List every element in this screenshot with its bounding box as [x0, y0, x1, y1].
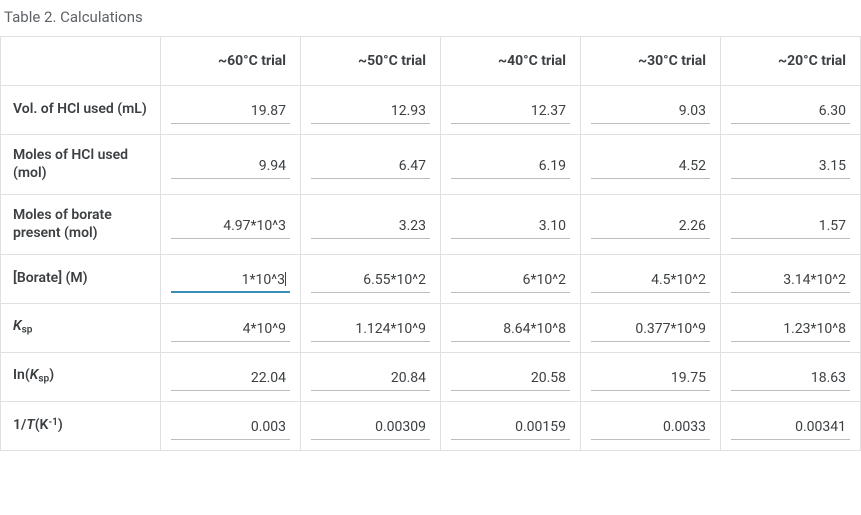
value-input[interactable]: 0.00341 [731, 418, 850, 440]
value-input[interactable]: 6*10^2 [451, 271, 570, 293]
value-cell[interactable]: 3.14*10^2 [721, 255, 861, 304]
value-input[interactable]: 19.75 [591, 369, 710, 391]
value-input[interactable]: 4.97*10^3 [171, 217, 290, 239]
value-cell[interactable]: 0.00309 [301, 402, 441, 451]
value-cell[interactable]: 1.23*10^8 [721, 304, 861, 353]
column-header: ~50°C trial [301, 37, 441, 86]
value-cell[interactable]: 1.124*10^9 [301, 304, 441, 353]
value-input[interactable]: 8.64*10^8 [451, 320, 570, 342]
table-row: In(Ksp) 22.04 20.84 20.58 19.75 18.63 [1, 353, 861, 402]
table-row: Moles of borate present (mol) 4.97*10^3 3.… [1, 195, 861, 255]
value-cell[interactable]: 3.15 [721, 135, 861, 195]
value-input[interactable]: 18.63 [731, 369, 850, 391]
value-input[interactable]: 4.52 [591, 157, 710, 179]
row-header: 1/T(K-1) [1, 402, 161, 451]
value-cell[interactable]: 9.03 [581, 86, 721, 135]
value-cell[interactable]: 19.75 [581, 353, 721, 402]
value-input[interactable]: 2.26 [591, 217, 710, 239]
value-cell[interactable]: 4.52 [581, 135, 721, 195]
table-title: Table 2. Calculations [0, 0, 861, 36]
table-row: 1/T(K-1) 0.003 0.00309 0.00159 0.0033 0.00341 [1, 402, 861, 451]
calculations-table: ~60°C trial ~50°C trial ~40°C trial ~30°… [0, 36, 861, 451]
value-input[interactable]: 0.377*10^9 [591, 320, 710, 342]
value-input[interactable]: 1.23*10^8 [731, 320, 850, 342]
value-input[interactable]: 1.124*10^9 [311, 320, 430, 342]
value-cell[interactable]: 0.003 [161, 402, 301, 451]
header-corner [1, 37, 161, 86]
value-cell[interactable]: 0.00341 [721, 402, 861, 451]
value-input[interactable]: 12.93 [311, 102, 430, 124]
value-cell[interactable]: 1.57 [721, 195, 861, 255]
value-cell[interactable]: 8.64*10^8 [441, 304, 581, 353]
value-input[interactable]: 3.10 [451, 217, 570, 239]
value-input[interactable]: 6.19 [451, 157, 570, 179]
column-header: ~40°C trial [441, 37, 581, 86]
value-input[interactable]: 6.55*10^2 [311, 271, 430, 293]
value-input[interactable]: 0.00159 [451, 418, 570, 440]
value-input[interactable]: 0.003 [171, 418, 290, 440]
text-caret [285, 272, 286, 286]
value-cell[interactable]: 6.19 [441, 135, 581, 195]
column-header: ~60°C trial [161, 37, 301, 86]
value-input[interactable]: 3.14*10^2 [731, 271, 850, 293]
column-header: ~30°C trial [581, 37, 721, 86]
value-cell[interactable]: 1*10^3 [161, 255, 301, 304]
value-input[interactable]: 9.03 [591, 102, 710, 124]
value-cell[interactable]: 6.30 [721, 86, 861, 135]
value-input[interactable]: 4*10^9 [171, 320, 290, 342]
value-cell[interactable]: 6.47 [301, 135, 441, 195]
value-input[interactable]: 20.58 [451, 369, 570, 391]
row-header: In(Ksp) [1, 353, 161, 402]
value-input[interactable]: 4.5*10^2 [591, 271, 710, 293]
value-input[interactable]: 22.04 [171, 369, 290, 391]
value-cell[interactable]: 3.10 [441, 195, 581, 255]
value-cell[interactable]: 12.37 [441, 86, 581, 135]
value-cell[interactable]: 2.26 [581, 195, 721, 255]
column-header-row: ~60°C trial ~50°C trial ~40°C trial ~30°… [1, 37, 861, 86]
value-cell[interactable]: 20.84 [301, 353, 441, 402]
value-cell[interactable]: 12.93 [301, 86, 441, 135]
value-input[interactable]: 0.00309 [311, 418, 430, 440]
value-input[interactable]: 6.30 [731, 102, 850, 124]
value-cell[interactable]: 6*10^2 [441, 255, 581, 304]
value-input[interactable]: 9.94 [171, 157, 290, 179]
value-input[interactable]: 6.47 [311, 157, 430, 179]
row-header: Vol. of HCl used (mL) [1, 86, 161, 135]
table-row: Moles of HCl used (mol) 9.94 6.47 6.19 4.52 3… [1, 135, 861, 195]
value-input[interactable]: 20.84 [311, 369, 430, 391]
row-header: Moles of HCl used (mol) [1, 135, 161, 195]
value-cell[interactable]: 22.04 [161, 353, 301, 402]
value-cell[interactable]: 20.58 [441, 353, 581, 402]
table-row: Vol. of HCl used (mL) 19.87 12.93 12.37 9.03… [1, 86, 861, 135]
value-cell[interactable]: 4.5*10^2 [581, 255, 721, 304]
value-input[interactable]: 1.57 [731, 217, 850, 239]
value-input[interactable]: 19.87 [171, 102, 290, 124]
value-cell[interactable]: 4*10^9 [161, 304, 301, 353]
value-cell[interactable]: 9.94 [161, 135, 301, 195]
column-header: ~20°C trial [721, 37, 861, 86]
value-cell[interactable]: 3.23 [301, 195, 441, 255]
value-cell[interactable]: 0.00159 [441, 402, 581, 451]
value-cell[interactable]: 19.87 [161, 86, 301, 135]
value-input[interactable]: 3.15 [731, 157, 850, 179]
value-cell[interactable]: 18.63 [721, 353, 861, 402]
value-input[interactable]: 12.37 [451, 102, 570, 124]
table-row: Ksp 4*10^9 1.124*10^9 8.64*10^8 0.377*10^9 1.… [1, 304, 861, 353]
value-cell[interactable]: 0.0033 [581, 402, 721, 451]
value-cell[interactable]: 6.55*10^2 [301, 255, 441, 304]
table-row: [Borate] (M) 1*10^3 6.55*10^2 6*10^2 4.5*10^… [1, 255, 861, 304]
value-cell[interactable]: 4.97*10^3 [161, 195, 301, 255]
value-cell[interactable]: 0.377*10^9 [581, 304, 721, 353]
row-header: Ksp [1, 304, 161, 353]
value-input[interactable]: 3.23 [311, 217, 430, 239]
value-input[interactable]: 1*10^3 [171, 271, 290, 293]
value-input[interactable]: 0.0033 [591, 418, 710, 440]
row-header: Moles of borate present (mol) [1, 195, 161, 255]
row-header: [Borate] (M) [1, 255, 161, 304]
